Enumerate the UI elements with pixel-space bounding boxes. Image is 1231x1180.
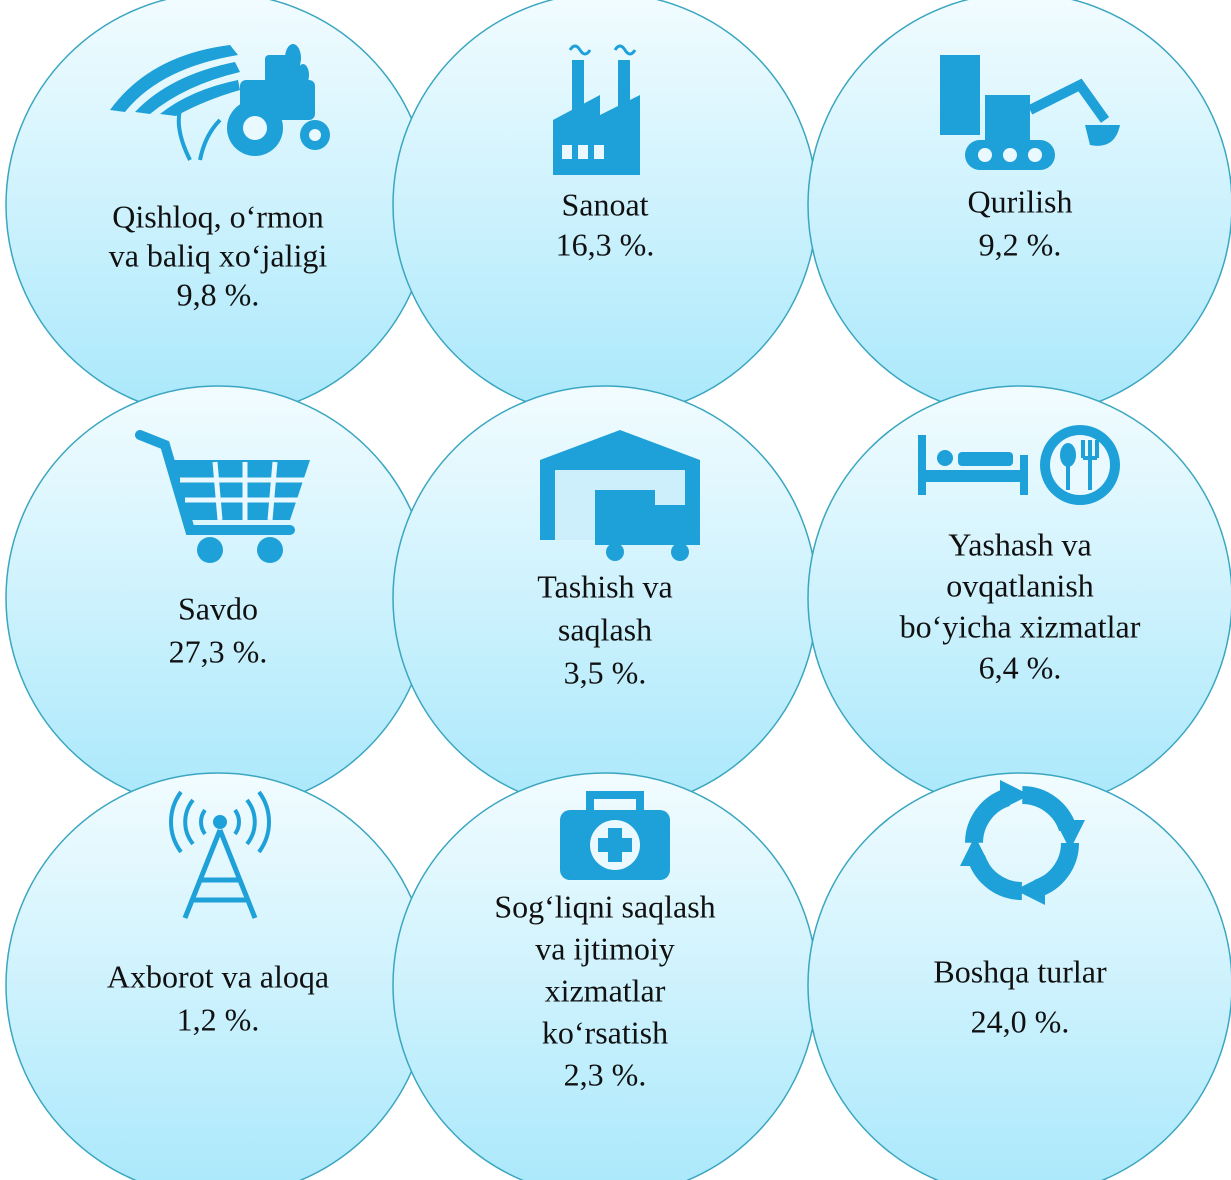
cart-icon bbox=[135, 430, 310, 563]
item-label: Axborot va aloqa bbox=[107, 958, 329, 994]
item-value: 3,5 %. bbox=[564, 654, 647, 690]
circle bbox=[807, 772, 1231, 1180]
item-value: 27,3 %. bbox=[169, 633, 268, 669]
warehouse-icon bbox=[540, 430, 700, 561]
factory-icon bbox=[553, 44, 640, 175]
item-label: ko‘rsatish bbox=[542, 1014, 668, 1050]
icons bbox=[110, 44, 1120, 919]
item-value: 2,3 %. bbox=[564, 1056, 647, 1092]
bed-plate-icon bbox=[918, 425, 1120, 505]
item-value: 9,2 %. bbox=[979, 226, 1062, 262]
item-label: bo‘yicha xizmatlar bbox=[900, 608, 1141, 644]
item-label: Sog‘liqni saqlash bbox=[494, 888, 715, 924]
item-label: xizmatlar bbox=[545, 972, 666, 1008]
item-label: va ijtimoiy bbox=[535, 930, 675, 966]
item-label: saqlash bbox=[558, 611, 652, 647]
item-value: 16,3 %. bbox=[556, 226, 655, 262]
cycle-icon bbox=[960, 780, 1085, 905]
antenna-icon bbox=[169, 790, 271, 919]
item-label: Savdo bbox=[178, 590, 258, 626]
item-value: 1,2 %. bbox=[177, 1001, 260, 1037]
tractor-icon bbox=[110, 44, 330, 161]
item-label: ovqatlanish bbox=[946, 567, 1094, 603]
item-label: Sanoat bbox=[561, 186, 648, 222]
item-label: Yashash va bbox=[948, 526, 1091, 562]
construction-icon bbox=[940, 55, 1120, 170]
item-label: va baliq xo‘jaligi bbox=[109, 237, 328, 273]
medkit-icon bbox=[560, 791, 670, 880]
item-value: 9,8 %. bbox=[177, 276, 260, 312]
circles bbox=[5, 0, 1231, 1180]
item-value: 24,0 %. bbox=[971, 1003, 1070, 1039]
item-label: Qurilish bbox=[968, 183, 1073, 219]
item-value: 6,4 %. bbox=[979, 649, 1062, 685]
item-label: Tashish va bbox=[537, 568, 673, 604]
item-label: Boshqa turlar bbox=[933, 953, 1107, 989]
item-label: Qishloq, o‘rmon bbox=[112, 198, 324, 234]
